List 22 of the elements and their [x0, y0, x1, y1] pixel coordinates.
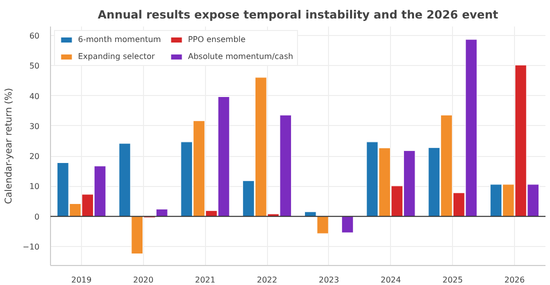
x-tick-label: 2025 — [442, 276, 463, 284]
y-tick-label: 50 — [29, 62, 40, 71]
y-tick-label: 0 — [34, 212, 40, 222]
legend-label: Absolute momentum/cash — [188, 52, 294, 61]
legend-label: PPO ensemble — [188, 35, 246, 44]
y-tick-label: 20 — [29, 152, 40, 162]
legend-label: Expanding selector — [78, 52, 155, 61]
y-tick-label: 10 — [29, 182, 40, 192]
x-tick-label: 2022 — [256, 276, 278, 284]
y-tick-label: −10 — [22, 242, 40, 252]
y-axis-title: Calendar-year return (%) — [4, 88, 15, 204]
y-tick-label: 30 — [29, 122, 40, 131]
x-tick-label: 2026 — [504, 276, 525, 284]
x-tick-label: 2020 — [133, 276, 154, 284]
x-tick-label: 2023 — [318, 276, 340, 284]
x-tick-label: 2021 — [195, 276, 216, 284]
y-tick-label: 40 — [29, 92, 40, 101]
y-tick-label: 60 — [29, 32, 40, 41]
chart-title: Annual results expose temporal instability and the 2026 event — [98, 8, 499, 22]
x-tick-label: 2019 — [71, 276, 92, 284]
legend-label: 6-month momentum — [78, 35, 161, 44]
x-tick-label: 2024 — [380, 276, 401, 284]
